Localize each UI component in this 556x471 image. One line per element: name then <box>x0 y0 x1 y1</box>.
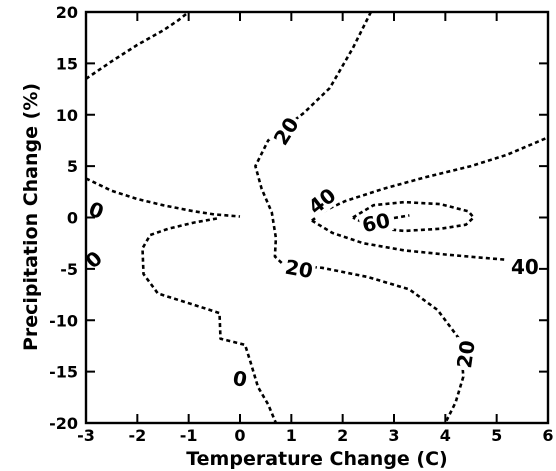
x-axis-ticks: -3 -2 -1 0 1 2 3 4 5 6 <box>77 12 554 445</box>
contour-label-knockout <box>228 366 252 392</box>
plot-frame <box>84 10 550 425</box>
x-tick-label: 0 <box>234 426 245 445</box>
contour-label-knockout <box>281 255 317 283</box>
contour-line-40-3-1 <box>311 219 505 261</box>
contour-label-40: 40 <box>511 255 539 279</box>
x-axis-title: Temperature Change (C) <box>186 448 448 470</box>
contour-line-0-2-1 <box>141 217 278 424</box>
contour-label-group-7: 40 <box>508 255 541 279</box>
contour-label-group-1: 20 <box>281 255 317 283</box>
x-tick-label: -2 <box>128 426 146 445</box>
x-tick-label: 2 <box>337 426 348 445</box>
y-tick-label: 5 <box>67 157 78 176</box>
y-tick-label: 15 <box>56 54 78 73</box>
contour-label-20: 20 <box>452 339 480 370</box>
y-tick-label: -20 <box>49 414 78 433</box>
contour-line-20-1-0 <box>254 11 465 424</box>
contour-label-20: 20 <box>283 255 315 283</box>
contour-label-60: 60 <box>360 208 392 237</box>
x-tick-label: 1 <box>286 426 297 445</box>
y-tick-label: -5 <box>60 260 78 279</box>
contour-label-knockout <box>452 336 480 372</box>
x-tick-label: 5 <box>491 426 502 445</box>
y-tick-label: -15 <box>49 363 78 382</box>
y-tick-label: 10 <box>56 106 78 125</box>
x-tick-label: 4 <box>440 426 451 445</box>
contour-line-20-0-0 <box>85 10 190 80</box>
contour-label-group-6: 40 <box>302 182 342 220</box>
contour-line-40-3-0 <box>311 136 549 222</box>
contour-label-group-0: 20 <box>268 111 305 151</box>
contour-line-60-4-1 <box>352 200 475 233</box>
x-tick-label: 3 <box>388 426 399 445</box>
contour-label-group-8: 60 <box>358 208 394 237</box>
y-tick-label: -10 <box>49 311 78 330</box>
contour-label-0: 0 <box>231 366 249 392</box>
y-tick-label: 0 <box>67 209 78 228</box>
contour-label-40: 40 <box>304 183 341 219</box>
x-tick-label: -3 <box>77 426 95 445</box>
x-tick-label: -1 <box>180 426 198 445</box>
contour-label-group-5: 0 <box>228 366 252 392</box>
contour-label-knockout <box>508 255 541 278</box>
x-tick-label: 6 <box>542 426 553 445</box>
contour-label-knockout <box>268 111 305 151</box>
contour-label-group-2: 20 <box>452 336 480 372</box>
contour-line-60-4-0 <box>393 214 410 220</box>
contour-label-knockout <box>358 208 394 237</box>
y-tick-label: 20 <box>56 3 78 22</box>
y-axis-title: Precipitation Change (%) <box>20 83 42 351</box>
contour-label-knockout <box>302 182 342 220</box>
contour-line-0-2-0 <box>85 177 241 218</box>
contour-label-group-4: 0 <box>79 245 109 275</box>
